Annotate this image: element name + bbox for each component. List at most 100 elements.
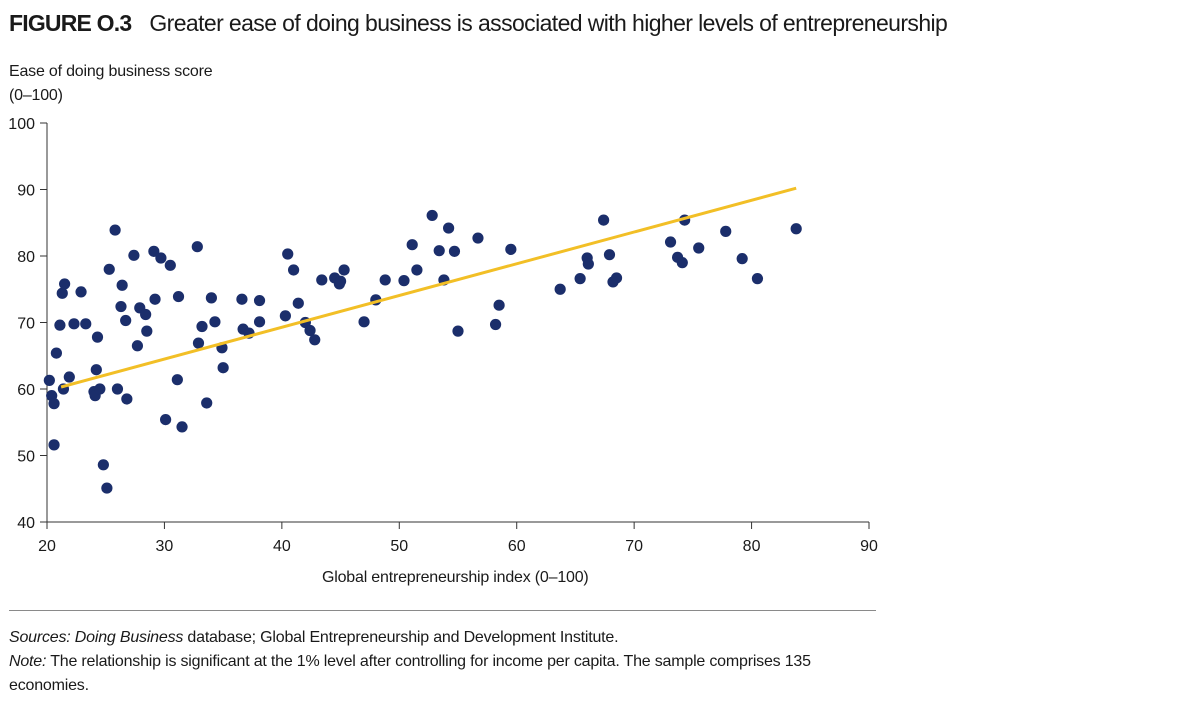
y-tick-label-90: 90 xyxy=(17,183,35,200)
data-point-78 xyxy=(472,232,484,244)
data-point-33 xyxy=(148,245,160,257)
data-point-45 xyxy=(205,292,217,304)
x-tick-label-90: 90 xyxy=(860,538,878,555)
data-point-75 xyxy=(443,222,455,234)
data-point-59 xyxy=(304,324,316,337)
data-point-94 xyxy=(693,242,705,254)
data-point-26 xyxy=(120,314,132,327)
data-point-23 xyxy=(111,383,124,395)
data-point-73 xyxy=(433,245,445,257)
data-point-35 xyxy=(155,252,167,264)
data-point-18 xyxy=(94,383,106,395)
data-point-42 xyxy=(192,337,205,349)
data-point-28 xyxy=(128,249,140,261)
trend-line xyxy=(60,186,797,389)
data-point-1 xyxy=(43,374,55,386)
y-axis-title: Ease of doing business score (0–100) xyxy=(9,60,213,108)
data-point-90 xyxy=(664,236,677,248)
x-tick-label-30: 30 xyxy=(156,538,174,555)
data-point-12 xyxy=(75,286,87,298)
data-point-46 xyxy=(209,316,221,328)
data-point-80 xyxy=(493,299,505,311)
data-point-66 xyxy=(358,316,370,328)
x-tick-label-60: 60 xyxy=(508,538,526,555)
data-point-97 xyxy=(751,273,764,285)
data-point-56 xyxy=(288,264,300,276)
data-point-41 xyxy=(191,241,203,253)
data-point-98 xyxy=(790,223,802,235)
data-point-24 xyxy=(115,300,127,313)
x-tick-label-50: 50 xyxy=(390,538,408,555)
data-point-81 xyxy=(505,243,517,255)
x-tick-label-40: 40 xyxy=(273,538,291,555)
data-point-20 xyxy=(101,482,113,494)
data-point-76 xyxy=(448,245,461,257)
data-point-71 xyxy=(411,264,423,276)
data-point-3 xyxy=(48,398,60,410)
data-point-19 xyxy=(97,459,109,471)
data-point-4 xyxy=(48,439,60,451)
data-point-43 xyxy=(196,320,208,333)
data-point-53 xyxy=(253,316,266,328)
data-point-34 xyxy=(149,293,161,305)
data-point-13 xyxy=(80,318,92,330)
data-point-57 xyxy=(292,297,304,309)
x-tick-label-80: 80 xyxy=(743,538,761,555)
data-point-10 xyxy=(63,371,75,383)
data-point-77 xyxy=(452,325,464,337)
y-axis-title-line-2: (0–100) xyxy=(9,87,63,104)
data-point-60 xyxy=(309,334,321,346)
sources-line: Sources: Doing Business database; Global… xyxy=(9,626,869,650)
data-point-54 xyxy=(279,310,291,322)
data-point-82 xyxy=(554,283,566,295)
data-point-61 xyxy=(316,274,328,286)
sources-label: Sources: xyxy=(9,629,75,646)
data-point-25 xyxy=(116,279,128,291)
data-point-32 xyxy=(141,325,153,337)
data-point-17 xyxy=(91,331,104,343)
data-point-89 xyxy=(610,272,623,284)
data-point-8 xyxy=(59,278,71,290)
y-tick-label-40: 40 xyxy=(17,515,35,532)
data-point-38 xyxy=(171,374,183,386)
data-point-95 xyxy=(720,225,732,237)
sources-text: database; Global Entrepreneurship and De… xyxy=(183,629,619,646)
data-point-55 xyxy=(282,248,294,260)
data-point-86 xyxy=(598,214,610,226)
data-point-36 xyxy=(160,413,172,426)
y-tick-label-50: 50 xyxy=(17,449,35,466)
figure-notes: Sources: Doing Business database; Global… xyxy=(9,626,869,698)
data-point-39 xyxy=(172,290,185,303)
data-point-72 xyxy=(426,209,438,222)
data-point-29 xyxy=(131,340,144,352)
data-point-87 xyxy=(603,249,616,261)
data-point-70 xyxy=(406,239,418,251)
data-point-92 xyxy=(676,257,688,269)
x-axis-title: Global entrepreneurship index (0–100) xyxy=(322,569,589,586)
x-tick-label-70: 70 xyxy=(625,538,643,555)
figure-label: FIGURE O.3 xyxy=(9,10,132,36)
data-point-65 xyxy=(338,264,350,276)
data-point-37 xyxy=(164,259,176,271)
figure-title: Greater ease of doing business is associ… xyxy=(149,10,948,36)
sources-database: Doing Business xyxy=(74,629,184,646)
data-point-31 xyxy=(140,308,152,321)
data-point-79 xyxy=(489,318,502,331)
y-tick-label-60: 60 xyxy=(17,382,35,399)
note-text: The relationship is significant at the 1… xyxy=(9,653,811,694)
data-point-49 xyxy=(236,293,248,305)
data-point-7 xyxy=(56,287,68,299)
y-tick-label-70: 70 xyxy=(17,316,35,333)
figure-header: FIGURE O.3 Greater ease of doing business… xyxy=(9,10,948,37)
data-point-83 xyxy=(574,273,586,285)
data-point-40 xyxy=(176,421,188,433)
x-tick-label-20: 20 xyxy=(38,538,56,555)
y-tick-label-80: 80 xyxy=(17,249,35,266)
data-point-64 xyxy=(334,275,347,287)
footer-divider xyxy=(9,610,876,611)
y-tick-label-100: 100 xyxy=(8,116,35,133)
data-point-21 xyxy=(103,263,115,275)
data-point-48 xyxy=(217,362,229,374)
data-point-11 xyxy=(68,318,80,330)
note-label: Note: xyxy=(9,653,47,670)
